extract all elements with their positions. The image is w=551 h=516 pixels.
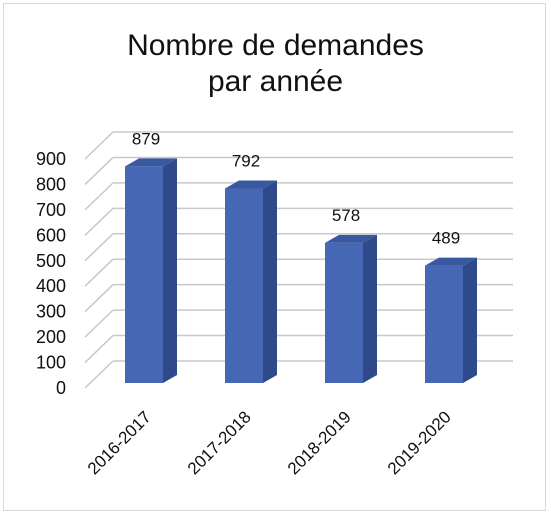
bar-side	[363, 234, 377, 383]
y-tick-label: 300	[36, 302, 66, 322]
chart-title-line-2: par année	[207, 65, 344, 98]
data-label: 879	[132, 129, 160, 148]
gridline-depth	[84, 131, 114, 160]
bar-front	[125, 166, 163, 383]
bar	[425, 257, 477, 383]
bar	[325, 234, 377, 383]
y-tick-label: 800	[36, 174, 66, 194]
y-tick-label: 200	[36, 327, 66, 347]
bars: 879 792 578 489	[125, 129, 477, 383]
bar-side	[163, 158, 177, 383]
bar-top	[125, 158, 177, 167]
bar-front	[425, 265, 463, 383]
gridline-depth	[84, 360, 114, 389]
bar-top	[425, 257, 477, 266]
y-tick-label: 600	[36, 225, 66, 245]
data-label: 578	[332, 206, 360, 225]
y-tick-label: 400	[36, 276, 66, 296]
y-tick-label: 500	[36, 251, 66, 271]
data-label: 489	[432, 229, 460, 248]
gridline-depth	[84, 233, 114, 262]
bar-top	[225, 180, 277, 189]
bar	[125, 158, 177, 383]
bar-side	[263, 180, 277, 383]
gridline-depth	[84, 284, 114, 313]
y-tick-label: 700	[36, 200, 66, 220]
bar-front	[325, 242, 363, 383]
x-tick-label: 2018-2019	[284, 407, 355, 478]
chart-title-line-1: Nombre de demandes	[127, 29, 424, 62]
gridline-depth	[84, 309, 114, 338]
x-axis-ticks: 2016-2017 2017-2018 2018-2019 2019-2020	[84, 407, 455, 478]
bar-front	[225, 188, 263, 383]
y-tick-label: 900	[36, 149, 66, 169]
y-tick-label: 0	[56, 378, 66, 398]
chart-title: Nombre de demandes par année	[0, 28, 551, 100]
gridline-depth	[84, 335, 114, 364]
x-tick-label: 2017-2018	[184, 407, 255, 478]
gridlines	[84, 131, 513, 389]
gridline-depth	[84, 258, 114, 287]
bar-top	[325, 234, 377, 243]
bar	[225, 180, 277, 383]
gridline-depth	[84, 156, 114, 185]
x-tick-label: 2016-2017	[84, 407, 155, 478]
y-tick-label: 100	[36, 353, 66, 373]
gridline-depth	[84, 207, 114, 236]
x-tick-label: 2019-2020	[384, 407, 455, 478]
bar-side	[463, 257, 477, 383]
y-axis-ticks: 0 100 200 300 400 500 600 700 800 900	[36, 149, 66, 398]
data-label: 792	[232, 151, 260, 170]
gridline-depth	[84, 182, 114, 211]
